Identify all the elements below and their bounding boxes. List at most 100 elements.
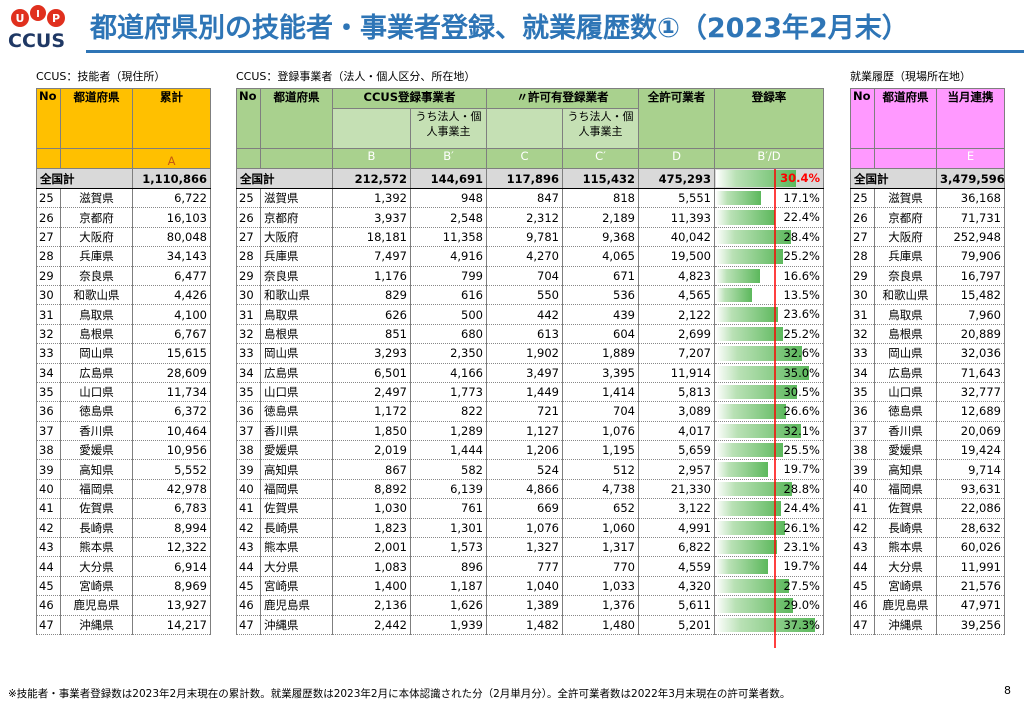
rate-bar xyxy=(716,384,797,400)
row-no: 44 xyxy=(850,556,875,577)
row-b: 2,442 xyxy=(332,614,411,635)
row-no: 47 xyxy=(236,614,261,635)
row-pref: 長崎県 xyxy=(874,517,937,539)
row-b2: 4,916 xyxy=(410,246,487,267)
row-c2: 1,060 xyxy=(562,517,639,539)
row-rate-cell: 26.6% xyxy=(714,401,824,422)
total-e: 3,479,596 xyxy=(936,168,1005,189)
table-row: 41 佐賀県 22,086 xyxy=(850,498,1005,519)
row-d: 5,551 xyxy=(638,187,715,209)
table-row: 30 和歌山県 15,482 xyxy=(850,284,1005,306)
table-row: 28 兵庫県 7,497 4,916 4,270 4,065 19,500 25.2% xyxy=(236,246,824,267)
row-pref: 大阪府 xyxy=(874,226,937,248)
table-row: 33 岡山県 3,293 2,350 1,902 1,889 7,207 32.6% xyxy=(236,343,824,364)
row-pref: 兵庫県 xyxy=(874,246,937,267)
row-rate-cell: 25.2% xyxy=(714,246,824,267)
row-d: 19,500 xyxy=(638,246,715,267)
row-no: 42 xyxy=(36,517,61,539)
row-pref: 徳島県 xyxy=(874,401,937,422)
row-d: 7,207 xyxy=(638,343,715,364)
row-a: 34,143 xyxy=(132,246,211,267)
row-c2: 1,414 xyxy=(562,381,639,403)
row-b2: 1,187 xyxy=(410,575,487,597)
row-rate-cell: 28.4% xyxy=(714,226,824,248)
row-a: 11,734 xyxy=(132,381,211,403)
rate-bar xyxy=(716,462,769,477)
table-row: 41 佐賀県 1,030 761 669 652 3,122 24.4% xyxy=(236,498,824,519)
row-rate: 23.6% xyxy=(783,307,820,322)
row-pref: 長崎県 xyxy=(60,517,133,539)
row-pref: 奈良県 xyxy=(60,265,133,286)
row-pref: 沖縄県 xyxy=(60,614,133,635)
row-pref: 島根県 xyxy=(60,323,133,345)
row-d: 21,330 xyxy=(638,478,715,500)
row-pref: 徳島県 xyxy=(260,401,333,422)
row-d: 40,042 xyxy=(638,226,715,248)
title-underline xyxy=(86,50,1024,53)
table-row: 43 熊本県 12,322 xyxy=(36,537,211,558)
row-d: 5,813 xyxy=(638,381,715,403)
row-c: 2,312 xyxy=(486,207,563,228)
row-e: 7,960 xyxy=(936,304,1005,325)
row-rate: 32.1% xyxy=(783,423,820,438)
row-b2: 2,350 xyxy=(410,343,487,364)
row-c: 1,902 xyxy=(486,343,563,364)
row-no: 27 xyxy=(236,226,261,248)
row-rate: 25.2% xyxy=(783,249,820,264)
table-row: 35 山口県 2,497 1,773 1,449 1,414 5,813 30.5% xyxy=(236,381,824,403)
row-b2: 761 xyxy=(410,498,487,519)
total-label: 全国計 xyxy=(36,168,133,189)
row-e: 252,948 xyxy=(936,226,1005,248)
row-d: 4,559 xyxy=(638,556,715,577)
table-row: 39 高知県 867 582 524 512 2,957 19.7% xyxy=(236,459,824,480)
row-no: 32 xyxy=(850,323,875,345)
table-row: 36 徳島県 12,689 xyxy=(850,401,1005,422)
row-b2: 948 xyxy=(410,187,487,209)
row-no: 35 xyxy=(36,381,61,403)
row-pref: 鳥取県 xyxy=(260,304,333,325)
table-row: 43 熊本県 60,026 xyxy=(850,537,1005,558)
row-b: 1,030 xyxy=(332,498,411,519)
rate-bar xyxy=(716,346,803,361)
row-c: 442 xyxy=(486,304,563,325)
table-row: 25 滋賀県 36,168 xyxy=(850,187,1005,209)
row-no: 47 xyxy=(36,614,61,635)
table-row: 30 和歌山県 829 616 550 536 4,565 13.5% xyxy=(236,284,824,306)
table-row: 36 徳島県 1,172 822 721 704 3,089 26.6% xyxy=(236,401,824,422)
row-no: 42 xyxy=(850,517,875,539)
row-e: 71,731 xyxy=(936,207,1005,228)
table-row: 25 滋賀県 6,722 xyxy=(36,187,211,209)
row-rate-cell: 32.6% xyxy=(714,343,824,364)
row-a: 4,100 xyxy=(132,304,211,325)
row-pref: 愛媛県 xyxy=(260,440,333,461)
row-no: 40 xyxy=(850,478,875,500)
row-pref: 沖縄県 xyxy=(874,614,937,635)
table-row: 47 沖縄県 39,256 xyxy=(850,614,1005,635)
row-b2: 1,573 xyxy=(410,537,487,558)
row-pref: 徳島県 xyxy=(60,401,133,422)
row-d: 3,089 xyxy=(638,401,715,422)
row-no: 47 xyxy=(850,614,875,635)
row-b: 1,172 xyxy=(332,401,411,422)
total-rate-cell: 30.4% xyxy=(714,168,824,189)
row-c: 777 xyxy=(486,556,563,577)
row-pref: 島根県 xyxy=(874,323,937,345)
table-row: 32 島根県 6,767 xyxy=(36,323,211,345)
row-a: 10,464 xyxy=(132,420,211,442)
row-a: 13,927 xyxy=(132,595,211,616)
row-b: 18,181 xyxy=(332,226,411,248)
table-row: 42 長崎県 28,632 xyxy=(850,517,1005,539)
row-pref: 岡山県 xyxy=(874,343,937,364)
row-b: 867 xyxy=(332,459,411,480)
table-row: 27 大阪府 252,948 xyxy=(850,226,1005,248)
row-no: 30 xyxy=(850,284,875,306)
header-ccus-operators: CCUS登録事業者 xyxy=(332,88,487,109)
row-a: 14,217 xyxy=(132,614,211,635)
table-row: 40 福岡県 42,978 xyxy=(36,478,211,500)
table-row: 39 高知県 5,552 xyxy=(36,459,211,480)
header-licensed-operators: 〃許可有登録業者 xyxy=(486,88,639,109)
row-pref: 高知県 xyxy=(260,459,333,480)
page-title: 都道府県別の技能者・事業者登録、就業履歴数①（2023年2月末） xyxy=(90,13,909,44)
row-rate-cell: 16.6% xyxy=(714,265,824,286)
row-d: 5,201 xyxy=(638,614,715,635)
